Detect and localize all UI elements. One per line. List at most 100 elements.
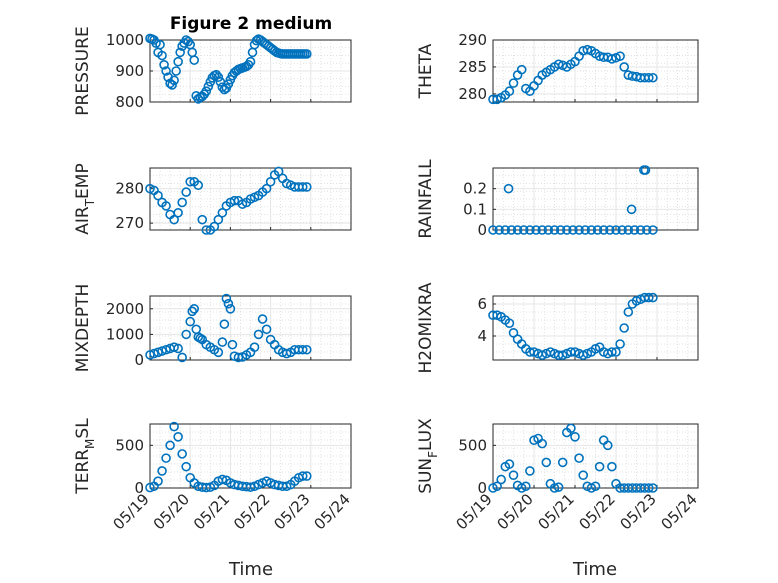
data-point [301,49,312,59]
y-axis-label: AIRTEMP [73,163,97,234]
y-axis-label: TERRMSL [73,418,97,495]
x-axis-label-right: Time [572,559,617,580]
y-tick-label: 1000 [106,31,144,49]
data-point [492,481,502,492]
data-point [504,459,515,469]
data-point [525,466,535,476]
data-point [301,471,312,481]
data-series [488,44,658,105]
data-point [611,347,621,357]
data-point [157,466,167,476]
x-tick-label: 05/24 [658,490,701,533]
data-point [171,66,181,76]
x-tick-label: 05/22 [230,490,273,533]
data-point [643,292,654,303]
data-point [211,69,222,80]
data-point [189,55,200,65]
data-point [643,72,654,83]
data-point [619,62,630,72]
y-tick-label: 500 [115,436,144,454]
data-point [159,60,169,70]
data-point [213,72,224,82]
data-point [169,75,179,86]
x-tick-label: 05/23 [270,490,313,533]
data-point [217,207,228,218]
subplot-5: 0 1000 2000 MIXDEPTH [73,284,352,372]
data-point [648,72,658,83]
data-point [641,225,652,235]
data-point [525,225,535,235]
data-point [531,225,541,235]
y-axis-label: PRESSURE [73,26,93,115]
data-point [265,176,276,187]
data-series [145,166,312,235]
data-point [201,225,212,235]
data-point [488,225,498,235]
data-point [173,343,183,354]
data-point [549,225,560,235]
data-point [568,225,578,235]
data-point [257,314,268,324]
data-point [592,225,603,235]
data-point [169,342,179,353]
data-point [153,190,163,201]
data-point [500,225,511,235]
data-series [488,423,658,493]
data-point [561,225,572,235]
data-point [153,476,163,486]
data-point [541,457,552,468]
data-point [553,59,564,70]
data-point [221,293,232,304]
data-point [648,483,658,493]
data-point [161,66,171,76]
data-point [602,440,613,451]
data-point [175,47,185,58]
y-tick-label: 0 [477,221,487,239]
data-point [185,316,195,327]
figure-title: Figure 2 medium [170,14,332,34]
x-tick-label: 05/21 [190,490,233,533]
data-point [177,352,187,363]
data-point [643,483,654,493]
data-point [503,183,514,194]
data-point [543,225,554,235]
data-point [281,348,292,359]
data-point [626,204,637,215]
y-tick-label: 0 [134,351,144,369]
data-point [217,337,228,347]
data-point [570,431,580,442]
axes-box [149,295,352,361]
subplot-4: 0 0.1 0.2 RAINFALL [416,159,699,239]
data-point [549,483,560,493]
x-tick-label: 05/21 [535,490,578,533]
data-point [301,182,312,192]
data-point [611,225,621,235]
data-point [213,214,224,225]
data-point [197,214,208,225]
data-point [555,225,566,235]
y-axis-label: RAINFALL [416,159,436,239]
data-point [623,225,634,235]
data-point [648,292,658,303]
data-point [185,176,195,187]
axes-box [149,167,352,231]
data-point [249,342,260,353]
data-point [169,421,179,432]
data-series [145,33,312,104]
y-axis-label: H2OMIXRA [416,282,436,373]
data-point [217,474,228,485]
y-tick-label: 270 [115,214,144,232]
axes-box [492,39,699,103]
data-point [209,221,220,232]
y-tick-label: 280 [115,180,144,198]
data-point [590,481,601,492]
data-point [165,440,175,451]
y-tick-label: 285 [458,58,487,76]
data-point [187,306,198,317]
data-point [227,339,238,350]
data-point [177,197,187,208]
data-series [488,165,658,235]
data-point [578,470,589,481]
